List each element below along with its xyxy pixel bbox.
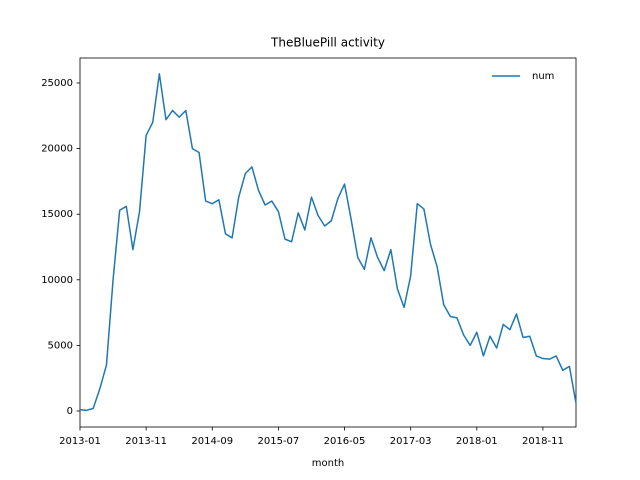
- x-tick-label: 2013-01: [59, 436, 101, 447]
- y-tick-label: 5000: [48, 340, 73, 351]
- line-series: [79, 73, 577, 412]
- y-tick-label: 10000: [41, 275, 73, 286]
- y-tick-label: 0: [67, 406, 73, 417]
- y-tick-label: 25000: [41, 78, 73, 89]
- x-tick-label: 2018-11: [522, 436, 564, 447]
- x-tick-label: 2017-03: [390, 436, 432, 447]
- x-tick-label: 2014-09: [191, 436, 233, 447]
- plot-frame: [79, 57, 577, 428]
- x-tick-label: 2018-01: [456, 436, 498, 447]
- x-tick-label: 2013-11: [125, 436, 167, 447]
- x-tick-label: 2016-05: [324, 436, 366, 447]
- legend-label: num: [532, 71, 554, 82]
- x-tick-label: 2015-07: [258, 436, 300, 447]
- chart-title: TheBluePill activity: [270, 36, 385, 50]
- x-axis-label: month: [312, 458, 344, 469]
- y-tick-label: 15000: [41, 209, 73, 220]
- y-tick-label: 20000: [41, 144, 73, 155]
